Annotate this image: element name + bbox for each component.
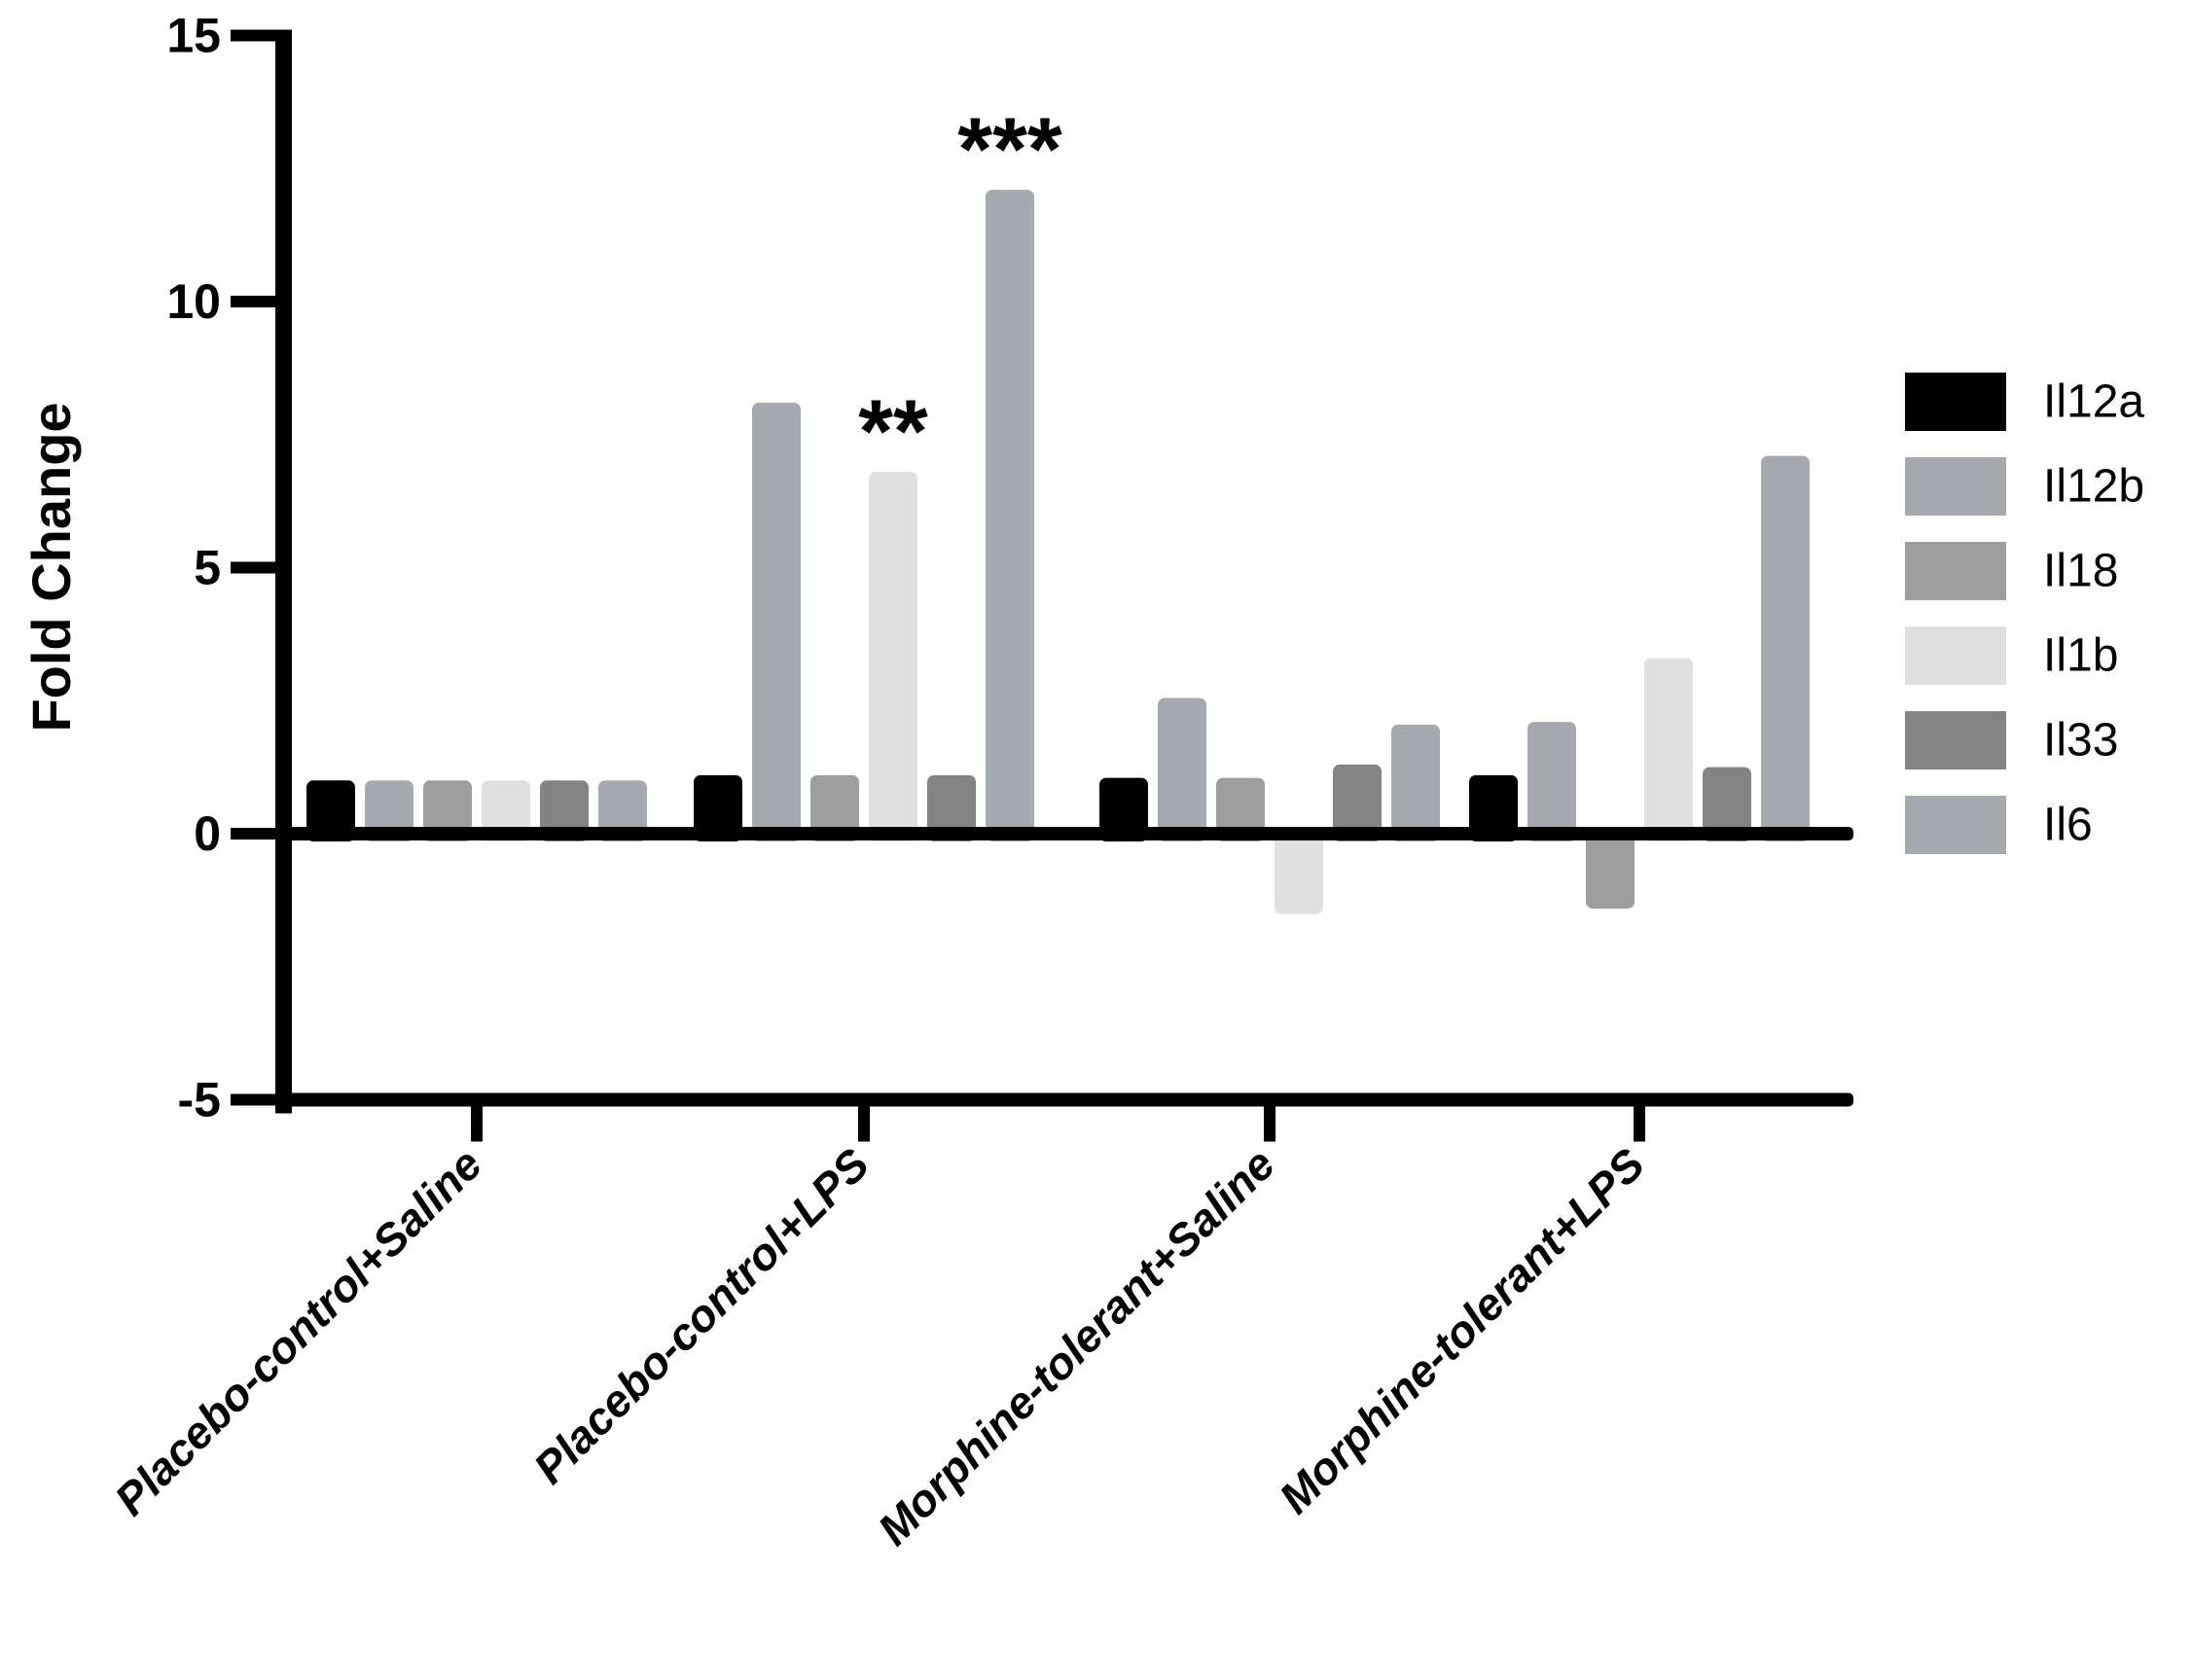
bar-Il33-2 bbox=[1333, 764, 1382, 841]
bar-Il12a-2 bbox=[1099, 777, 1148, 841]
bar-Il1b-0 bbox=[482, 780, 530, 841]
y-tick--5 bbox=[231, 1093, 275, 1106]
y-tick-10 bbox=[231, 296, 275, 307]
y-tick-label-5: 5 bbox=[194, 541, 221, 595]
bar-Il1b-3 bbox=[1644, 658, 1693, 841]
significance-annotation-0: ** bbox=[858, 382, 928, 482]
x-tick-3 bbox=[1634, 1106, 1645, 1142]
y-tick-label--5: -5 bbox=[178, 1073, 221, 1127]
legend-swatch-Il6 bbox=[1905, 796, 2006, 854]
bar-Il12b-3 bbox=[1527, 722, 1576, 841]
legend-label-Il1b: Il1b bbox=[2043, 630, 2118, 682]
bar-Il18-2 bbox=[1216, 777, 1265, 841]
legend-swatch-Il33 bbox=[1905, 711, 2006, 769]
legend-label-Il12b: Il12b bbox=[2043, 461, 2144, 513]
legend-label-Il12a: Il12a bbox=[2043, 376, 2144, 428]
bar-Il6-0 bbox=[598, 780, 647, 841]
bar-Il1b-1 bbox=[869, 472, 917, 841]
legend-swatch-Il12b bbox=[1905, 457, 2006, 516]
y-tick-label-15: 15 bbox=[166, 9, 221, 63]
y-tick-0 bbox=[231, 828, 275, 840]
x-tick-0 bbox=[471, 1106, 483, 1142]
legend-label-Il18: Il18 bbox=[2043, 546, 2118, 597]
bar-Il6-3 bbox=[1761, 455, 1810, 841]
bar-Il33-0 bbox=[540, 780, 589, 841]
x-axis-spine bbox=[275, 1092, 1853, 1107]
y-tick-15 bbox=[231, 29, 275, 42]
y-axis-title: Fold Change bbox=[20, 402, 82, 732]
significance-annotation-1: *** bbox=[957, 100, 1062, 199]
bar-Il12a-3 bbox=[1469, 774, 1518, 841]
y-tick-5 bbox=[231, 561, 275, 574]
legend-swatch-Il1b bbox=[1905, 626, 2006, 685]
bar-Il1b-2 bbox=[1275, 827, 1323, 914]
legend-swatch-Il12a bbox=[1905, 373, 2006, 431]
x-tick-2 bbox=[1264, 1106, 1276, 1142]
bar-Il6-2 bbox=[1391, 724, 1440, 841]
y-tick-label-10: 10 bbox=[166, 274, 221, 329]
x-tick-1 bbox=[858, 1106, 870, 1142]
x-axis-label-2: Morphine-tolerant+Saline bbox=[868, 1138, 1284, 1555]
bar-Il33-3 bbox=[1703, 767, 1751, 841]
bar-Il12a-1 bbox=[694, 774, 742, 841]
legend-label-Il33: Il33 bbox=[2043, 715, 2118, 767]
x-axis-label-1: Placebo-control+LPS bbox=[523, 1138, 879, 1493]
y-axis-spine bbox=[275, 29, 292, 1114]
bar-Il18-0 bbox=[423, 780, 472, 841]
bar-Il12a-0 bbox=[306, 780, 355, 841]
bar-Il12b-2 bbox=[1158, 697, 1206, 841]
bar-Il12b-1 bbox=[752, 402, 801, 841]
bar-Il18-1 bbox=[810, 774, 859, 841]
x-axis-label-0: Placebo-control+Saline bbox=[105, 1138, 491, 1524]
bar-Il33-1 bbox=[927, 774, 976, 841]
legend-swatch-Il18 bbox=[1905, 542, 2006, 600]
y-tick-label-0: 0 bbox=[194, 806, 221, 861]
bar-Il6-1 bbox=[986, 190, 1034, 841]
x-axis-label-3: Morphine-tolerant+LPS bbox=[1270, 1138, 1655, 1523]
bar-Il18-3 bbox=[1586, 827, 1635, 910]
legend-label-Il6: Il6 bbox=[2043, 800, 2093, 851]
zero-baseline bbox=[275, 827, 1853, 840]
bar-Il12b-0 bbox=[365, 780, 413, 841]
